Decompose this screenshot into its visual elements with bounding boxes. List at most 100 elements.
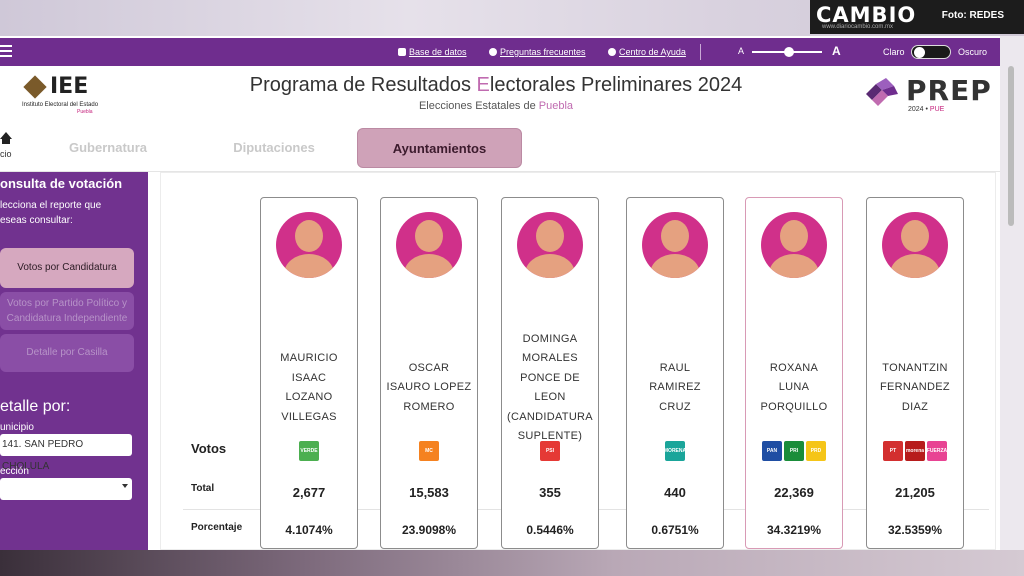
toggle-knob (914, 47, 925, 58)
candidate-name-line: DOMINGA (522, 332, 578, 345)
candidate-card[interactable]: OSCAR ISAURO LOPEZ ROMERO MC 15,583 23.9098% (380, 197, 478, 549)
scrollbar[interactable] (1008, 66, 1014, 226)
candidate-name-line: ISAURO LOPEZ (386, 381, 472, 394)
vote-total: 440 (664, 485, 686, 500)
prep-year-value: 2024 (908, 106, 924, 113)
candidate-name-line: LUNA (778, 381, 810, 394)
menu-icon[interactable] (0, 45, 12, 58)
candidate-name: OSCAR ISAURO LOPEZ ROMERO (381, 359, 477, 418)
help-center-link-label: Centro de Ayuda (619, 47, 686, 57)
votes-by-candidate-button[interactable]: Votos por Candidatura (0, 248, 134, 288)
photo-frame-right (1000, 36, 1024, 556)
candidate-avatar (882, 212, 948, 278)
vote-total: 355 (539, 485, 561, 500)
candidate-name-line: PORQUILLO (760, 400, 828, 413)
candidate-avatar (517, 212, 583, 278)
watermark-badge: CAMBIO www.diariocambio.com.mx Foto: RED… (810, 0, 1024, 34)
slider-handle[interactable] (784, 47, 794, 57)
faq-link[interactable]: Preguntas frecuentes (489, 47, 586, 57)
candidate-name: DOMINGA MORALES PONCE DE LEON (CANDIDATURA SU… (502, 330, 598, 447)
vote-total: 15,583 (409, 485, 449, 500)
seccion-label: ección (0, 466, 29, 477)
sidebar: onsulta de votación lecciona el reporte … (0, 172, 148, 550)
iee-org-name: Instituto Electoral del Estado (22, 102, 99, 108)
title-suffix: lectorales Preliminares 2024 (489, 74, 743, 96)
candidate-name-line: SUPLENTE) (517, 430, 583, 442)
tab-gubernatura[interactable]: Gubernatura (68, 140, 147, 155)
prep-state: PUE (929, 106, 945, 113)
candidate-card[interactable]: MAURICIO ISAAC LOZANO VILLEGAS VERDE 2,677 4.1… (260, 197, 358, 549)
votes-by-party-line1: Votos por Partido Político y (6, 298, 128, 309)
votes-by-party-line2: Candidatura Independiente (6, 313, 128, 324)
municipio-label: unicipio (0, 422, 34, 433)
election-tabs: cio Gubernatura Diputaciones Ayuntamient… (0, 124, 1000, 172)
candidate-name-line: VILLEGAS (281, 410, 337, 423)
party-logo-icon: morena (905, 441, 925, 461)
dark-mode-toggle[interactable] (911, 45, 951, 59)
sidebar-description-line2: eseas consultar: (0, 215, 73, 226)
home-label: cio (0, 149, 12, 159)
help-center-link[interactable]: Centro de Ayuda (608, 47, 686, 57)
candidate-name-line: LEON (534, 391, 566, 403)
sidebar-description: lecciona el reporte que eseas consultar: (0, 198, 120, 228)
subtitle-prefix: Elecciones Estatales de (418, 100, 539, 112)
tab-diputaciones[interactable]: Diputaciones (233, 140, 315, 155)
vote-percentage: 4.1074% (285, 523, 333, 537)
subtitle-state: Puebla (538, 100, 574, 112)
candidate-name-line: RAUL (659, 361, 691, 374)
vote-percentage: 0.5446% (526, 523, 574, 537)
party-logo-icon: PRD (806, 441, 826, 461)
candidate-name-line: ROXANA (769, 361, 819, 374)
candidate-name-line: MORALES (522, 352, 578, 364)
faq-link-label: Preguntas frecuentes (500, 47, 586, 57)
database-link[interactable]: Base de datos (398, 47, 467, 57)
iee-logo[interactable]: IEE Instituto Electoral del Estado Puebl… (22, 74, 102, 115)
candidate-avatar (276, 212, 342, 278)
party-logo-icon: PSI (540, 441, 560, 461)
home-icon (0, 132, 12, 139)
candidate-card[interactable]: ROXANA LUNA PORQUILLO PAN PRI PRD 22,369 34.321… (745, 197, 843, 549)
party-logos: MORENA (627, 440, 723, 462)
candidate-name-line: ISAAC (291, 371, 327, 384)
votes-row-label: Votos (191, 441, 227, 456)
vote-total: 21,205 (895, 485, 935, 500)
candidate-card[interactable]: RAUL RAMIREZ CRUZ MORENA 440 0.6751% (626, 197, 724, 549)
seccion-select[interactable] (0, 478, 132, 500)
tab-ayuntamientos[interactable]: Ayuntamientos (357, 128, 522, 168)
results-panel: Votos Total Porcentaje MAURICIO ISAAC LOZA… (160, 172, 996, 550)
page-title: Programa de Resultados Electorales Preli… (0, 74, 992, 97)
party-logos: VERDE (261, 440, 357, 462)
photo-credit: Foto: REDES (941, 10, 1004, 21)
municipio-select[interactable]: 141. SAN PEDRO CHOLULA (0, 434, 132, 472)
detail-by-booth-button[interactable]: Detalle por Casilla (0, 334, 134, 372)
prep-logo[interactable]: PREP 2024 • PUE (864, 74, 994, 116)
font-size-slider[interactable] (752, 47, 822, 57)
top-bar: Base de datos Preguntas frecuentes Centr… (0, 38, 1000, 66)
candidate-avatar (761, 212, 827, 278)
title-highlight: E (476, 74, 490, 96)
candidate-name-line: ROMERO (403, 400, 455, 413)
watermark-url: www.diariocambio.com.mx (822, 24, 894, 30)
vote-percentage: 23.9098% (401, 523, 457, 537)
vote-percentage: 34.3219% (766, 523, 822, 537)
title-prefix: Programa de Resultados (249, 74, 477, 96)
party-logo-icon: PT (883, 441, 903, 461)
candidate-avatar (396, 212, 462, 278)
candidate-name-line: CRUZ (659, 400, 691, 413)
votes-by-party-button[interactable]: Votos por Partido Político y Candidatura … (0, 292, 134, 330)
candidate-name-line: (CANDIDATURA (507, 410, 593, 423)
home-button[interactable]: cio (0, 132, 14, 162)
divider (700, 44, 701, 60)
candidate-name: ROXANA LUNA PORQUILLO (746, 359, 842, 418)
percentage-row-label: Porcentaje (191, 522, 243, 533)
vote-percentage: 0.6751% (651, 523, 699, 537)
candidate-card[interactable]: TONANTZIN FERNANDEZ DIAZ PT morena FUERZA 21,2… (866, 197, 964, 549)
candidate-name: RAUL RAMIREZ CRUZ (627, 359, 723, 418)
vote-total: 2,677 (292, 485, 326, 500)
prep-year: 2024 • PUE (908, 106, 945, 113)
municipio-value: 141. SAN PEDRO CHOLULA (2, 439, 84, 472)
candidate-name-line: RAMIREZ (649, 381, 701, 394)
party-logo-icon: PRI (784, 441, 804, 461)
candidate-card[interactable]: DOMINGA MORALES PONCE DE LEON (CANDIDATURA SU… (501, 197, 599, 549)
